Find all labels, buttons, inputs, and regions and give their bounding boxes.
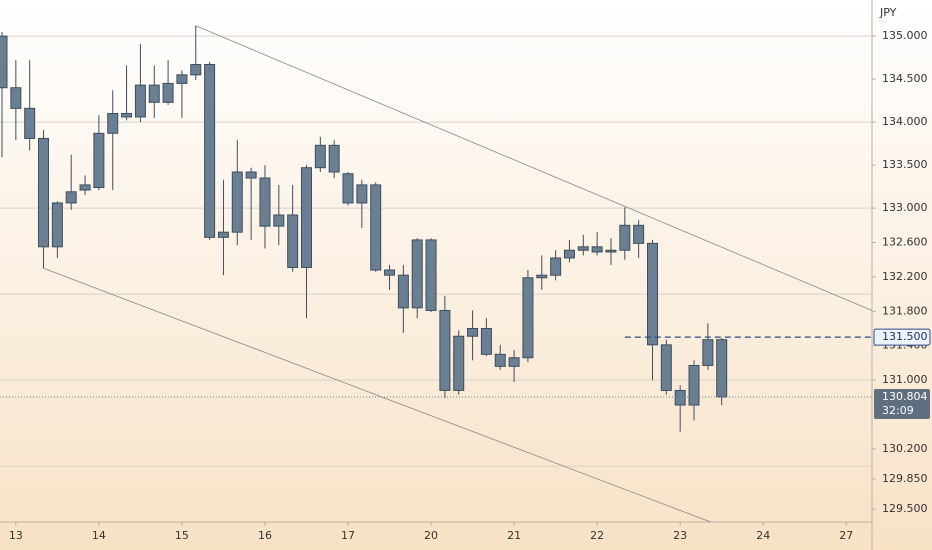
candle-body xyxy=(162,82,174,103)
x-tick-label: 20 xyxy=(424,529,438,542)
candle-body xyxy=(605,249,617,253)
candle-body xyxy=(633,224,645,244)
y-tick-label: 132.200 xyxy=(882,270,928,283)
y-tick-label: 134.500 xyxy=(882,72,928,85)
candle-body xyxy=(370,184,382,271)
countdown-label: 32:09 xyxy=(882,404,914,417)
candle-body xyxy=(107,113,119,134)
trendline xyxy=(195,25,873,311)
candle-body xyxy=(660,344,672,391)
candle-body xyxy=(425,239,437,311)
y-tick-label: 130.200 xyxy=(882,442,928,455)
x-tick-label: 17 xyxy=(341,529,355,542)
candle-body xyxy=(522,277,534,359)
hline-label: 131.500 xyxy=(882,330,928,343)
x-tick-label: 13 xyxy=(9,529,23,542)
candle-body xyxy=(467,328,479,337)
candle-body xyxy=(190,63,202,76)
candle-body xyxy=(314,144,326,169)
candle-body xyxy=(0,35,8,89)
candle-body xyxy=(204,63,216,238)
candle-body xyxy=(550,257,562,276)
candle-body xyxy=(397,274,409,309)
candle-body xyxy=(217,231,229,238)
candle-body xyxy=(439,309,451,391)
candle-body xyxy=(563,249,575,259)
candle-body xyxy=(356,184,368,204)
candle-body xyxy=(508,357,520,367)
currency-label: JPY xyxy=(879,6,897,19)
candle-body xyxy=(494,353,506,367)
candle-body xyxy=(384,269,396,276)
candle-body xyxy=(591,246,603,253)
candle-body xyxy=(480,328,492,355)
last-price-label: 130.804 xyxy=(882,390,928,403)
candle-body xyxy=(287,214,299,268)
candle-body xyxy=(577,246,589,251)
candle-body xyxy=(65,191,77,204)
candle-body xyxy=(619,224,631,251)
candle-body xyxy=(134,84,146,118)
y-tick-label: 133.500 xyxy=(882,158,928,171)
candle-body xyxy=(259,177,271,227)
candle-body xyxy=(536,274,548,279)
trendline xyxy=(43,267,711,523)
candle-body xyxy=(245,171,257,179)
y-tick-label: 133.000 xyxy=(882,201,928,214)
candle-body xyxy=(453,335,465,391)
candle-body xyxy=(688,364,700,406)
candle-body xyxy=(176,74,188,84)
candle-body xyxy=(38,137,50,248)
candle-body xyxy=(93,132,105,188)
candle-body xyxy=(300,167,312,268)
hline-label-box xyxy=(873,328,931,346)
candle-body xyxy=(411,239,423,309)
x-tick-label: 16 xyxy=(258,529,272,542)
candle-body xyxy=(51,202,63,248)
x-tick-label: 22 xyxy=(590,529,604,542)
y-tick-label: 131.000 xyxy=(882,373,928,386)
candle-body xyxy=(328,144,340,173)
candle-body xyxy=(716,339,728,398)
candle-body xyxy=(273,214,285,227)
y-tick-label: 129.500 xyxy=(882,502,928,515)
x-tick-label: 27 xyxy=(839,529,853,542)
candle-body xyxy=(79,184,91,191)
candle-body xyxy=(646,242,658,346)
candle-body xyxy=(342,173,354,204)
candle-body xyxy=(121,113,133,118)
x-tick-label: 23 xyxy=(673,529,687,542)
candle-body xyxy=(674,389,686,406)
x-tick-label: 21 xyxy=(507,529,521,542)
candle-body xyxy=(10,87,22,109)
candle-body xyxy=(231,171,243,233)
x-tick-label: 15 xyxy=(175,529,189,542)
y-tick-label: 129.850 xyxy=(882,472,928,485)
candle-body xyxy=(148,84,160,103)
y-tick-label: 135.000 xyxy=(882,29,928,42)
y-tick-label: 132.600 xyxy=(882,236,928,249)
last-price-box xyxy=(874,388,930,419)
candle-body xyxy=(24,107,36,139)
x-tick-label: 14 xyxy=(92,529,106,542)
x-tick-label: 24 xyxy=(756,529,770,542)
candle-body xyxy=(702,339,714,366)
y-tick-label: 131.800 xyxy=(882,304,928,317)
y-tick-label: 134.000 xyxy=(882,115,928,128)
